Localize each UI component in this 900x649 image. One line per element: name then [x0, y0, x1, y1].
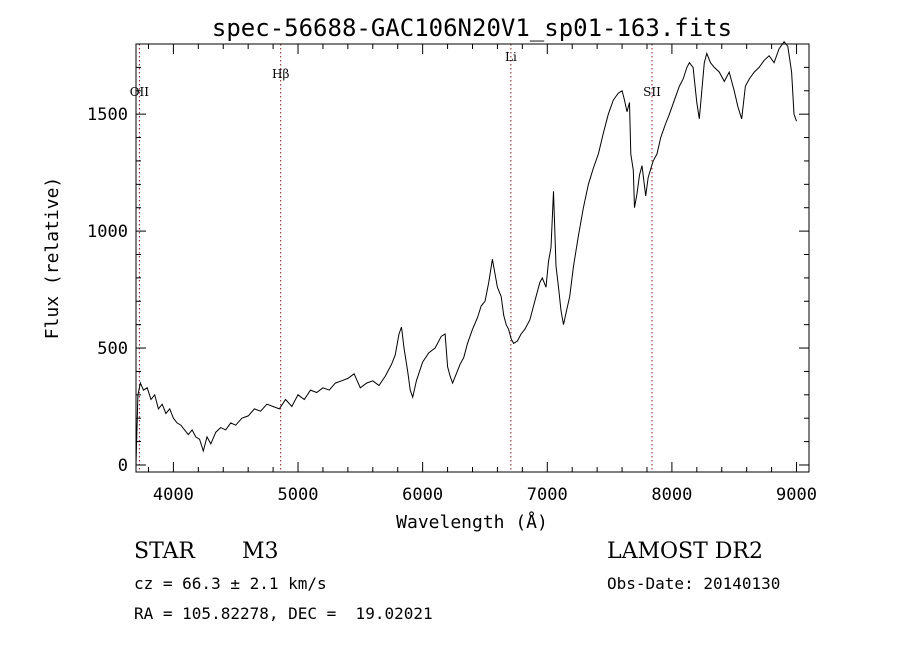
x-tick-label: 5000	[278, 485, 319, 505]
y-tick-label: 500	[97, 339, 128, 359]
x-tick-label: 9000	[776, 485, 817, 505]
survey-name: LAMOST DR2	[607, 539, 763, 564]
spectral-line-label-0: OII	[130, 85, 150, 99]
y-tick-label: 0	[118, 456, 128, 476]
redshift-velocity: cz = 66.3 ± 2.1 km/s	[134, 574, 327, 593]
plot-frame	[135, 43, 810, 473]
chart-title: spec-56688-GAC106N20V1_sp01-163.fits	[212, 14, 732, 42]
spectral-line-label-3: SII	[643, 85, 661, 99]
spectrum-series-line	[135, 40, 797, 466]
spectral-line-label-1: Hβ	[272, 67, 289, 81]
y-axis-ticks: 0 500 1000 1500	[87, 66, 809, 476]
object-subclass: M3	[242, 539, 279, 564]
y-tick-label: 1500	[87, 105, 128, 125]
spectral-line-label-2: Li	[505, 50, 517, 64]
x-axis-label: Wavelength (Å)	[396, 511, 548, 533]
spectral-line-markers: OII Hβ Li SII	[130, 44, 661, 472]
object-class: STAR	[134, 539, 195, 564]
x-tick-label: 6000	[402, 485, 443, 505]
x-tick-label: 7000	[527, 485, 568, 505]
sky-coordinates: RA = 105.82278, DEC = 19.02021	[134, 604, 433, 623]
x-tick-label: 8000	[651, 485, 692, 505]
y-tick-label: 1000	[87, 222, 128, 242]
observation-date: Obs-Date: 20140130	[607, 574, 781, 593]
x-axis-ticks: 4000 5000 6000 7000 8000 9000	[147, 44, 817, 505]
x-tick-label: 4000	[153, 485, 194, 505]
y-axis-label: Flux (relative)	[42, 177, 63, 340]
